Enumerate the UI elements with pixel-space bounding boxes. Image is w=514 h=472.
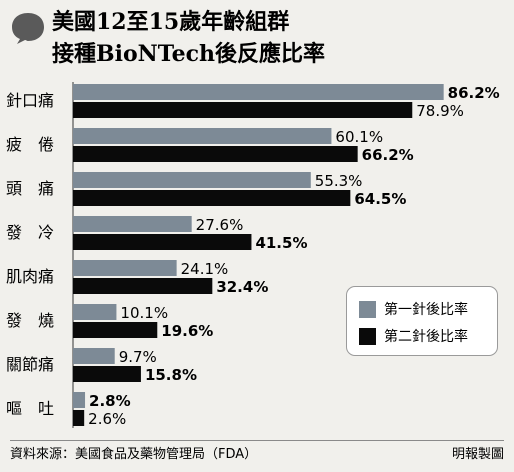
category-label: 關節痛 bbox=[6, 355, 54, 374]
category-label: 發 冷 bbox=[6, 223, 54, 242]
source-note: 資料來源：美國食品及藥物管理局（FDA） bbox=[10, 447, 258, 462]
footer: 資料來源：美國食品及藥物管理局（FDA） 明報製圖 bbox=[10, 440, 504, 462]
legend-label-second: 第二針後比率 bbox=[384, 329, 468, 345]
category-label: 針口痛 bbox=[6, 91, 54, 110]
category-label: 頭 痛 bbox=[6, 179, 54, 198]
value-label-second: 32.4% bbox=[216, 278, 268, 296]
bar-first-dose bbox=[73, 260, 177, 276]
category-label: 發 燒 bbox=[6, 311, 54, 330]
value-label-second: 64.5% bbox=[354, 190, 406, 208]
credit-note: 明報製圖 bbox=[451, 447, 504, 462]
value-label-second: 15.8% bbox=[145, 366, 197, 384]
value-label-first: 2.8% bbox=[89, 392, 131, 410]
bar-first-dose bbox=[73, 84, 444, 100]
speech-bubble-icon bbox=[12, 13, 44, 44]
bar-second-dose bbox=[73, 322, 158, 338]
legend-swatch-second bbox=[359, 327, 376, 345]
category-label: 肌肉痛 bbox=[6, 267, 54, 286]
bar-second-dose bbox=[73, 234, 252, 250]
category-label: 疲 倦 bbox=[6, 135, 54, 154]
bar-second-dose bbox=[73, 102, 413, 118]
value-label-first: 24.1% bbox=[181, 260, 229, 278]
bar-second-dose bbox=[73, 366, 141, 382]
value-label-first: 27.6% bbox=[196, 216, 244, 234]
bar-first-dose bbox=[73, 172, 311, 188]
value-label-first: 10.1% bbox=[120, 304, 168, 322]
value-label-first: 86.2% bbox=[448, 84, 500, 102]
bar-second-dose bbox=[73, 278, 213, 294]
value-label-second: 19.6% bbox=[161, 322, 213, 340]
chart-title: 美國12至15歲年齡組群 bbox=[52, 9, 290, 35]
legend: 第一針後比率 第二針後比率 bbox=[346, 286, 498, 356]
value-label-first: 60.1% bbox=[335, 128, 383, 146]
bar-first-dose bbox=[73, 216, 192, 232]
legend-item-second: 第二針後比率 bbox=[359, 324, 468, 348]
bar-first-dose bbox=[73, 348, 115, 364]
legend-label-first: 第一針後比率 bbox=[384, 302, 468, 318]
bar-first-dose bbox=[73, 304, 117, 320]
value-label-first: 55.3% bbox=[315, 172, 363, 190]
value-label-second: 66.2% bbox=[362, 146, 414, 164]
bar-second-dose bbox=[73, 146, 358, 162]
bar-first-dose bbox=[73, 392, 86, 408]
bar-second-dose bbox=[73, 410, 85, 426]
value-label-second: 41.5% bbox=[255, 234, 307, 252]
value-label-second: 2.6% bbox=[88, 410, 126, 428]
bar-second-dose bbox=[73, 190, 351, 206]
legend-item-first: 第一針後比率 bbox=[359, 297, 468, 321]
bar-first-dose bbox=[73, 128, 332, 144]
category-label: 嘔 吐 bbox=[6, 399, 54, 418]
value-label-second: 78.9% bbox=[416, 102, 464, 120]
legend-swatch-first bbox=[359, 300, 376, 318]
bar-chart: 針口痛 86.2%78.9% 疲 倦 60.1%66.2% 頭 痛 55.3%64.5% 發… bbox=[6, 82, 500, 428]
chart-subtitle: 接種BioNTech後反應比率 bbox=[52, 41, 325, 67]
value-label-first: 9.7% bbox=[119, 348, 157, 366]
